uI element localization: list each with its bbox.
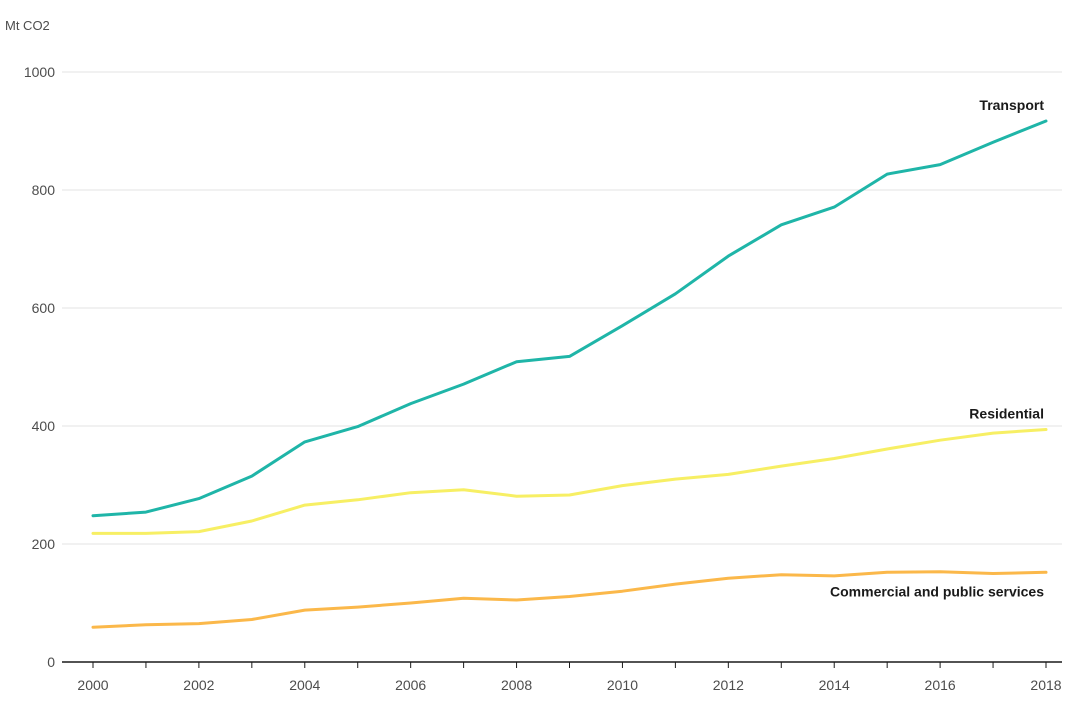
y-tick-label: 400	[32, 418, 56, 434]
y-tick-label: 200	[32, 536, 56, 552]
x-tick-label: 2018	[1030, 677, 1061, 693]
x-tick-label: 2012	[713, 677, 744, 693]
y-axis-ticks: 0 200 400 600 800 1000	[24, 64, 55, 670]
series-lines	[91, 119, 1048, 629]
residential-label: Residential	[969, 406, 1044, 422]
transport-line	[91, 119, 1048, 518]
x-tick-label: 2002	[183, 677, 214, 693]
x-tick-label: 2016	[925, 677, 956, 693]
commercial-and-public-services-label: Commercial and public services	[830, 583, 1044, 599]
x-tick-label: 2004	[289, 677, 320, 693]
y-tick-label: 1000	[24, 64, 55, 80]
x-tick-label: 2006	[395, 677, 426, 693]
x-tick-label: 2008	[501, 677, 532, 693]
y-tick-label: 0	[47, 654, 55, 670]
x-tick-label: 2010	[607, 677, 638, 693]
transport-label: Transport	[979, 97, 1044, 113]
y-tick-label: 600	[32, 300, 56, 316]
x-tick-label: 2014	[819, 677, 850, 693]
y-tick-label: 800	[32, 182, 56, 198]
x-axis-ticks: 2000 2002 2004 2006 2008 2010 2012 2014 2016 2018	[77, 662, 1062, 693]
series-labels: Transport Residential Commercial and publi…	[830, 97, 1044, 599]
gridlines	[62, 71, 1062, 545]
x-tick-label: 2000	[77, 677, 108, 693]
residential-line	[91, 428, 1048, 535]
y-axis-unit-label: Mt CO2	[5, 18, 50, 33]
commercial-and-public-services-line	[91, 570, 1048, 629]
